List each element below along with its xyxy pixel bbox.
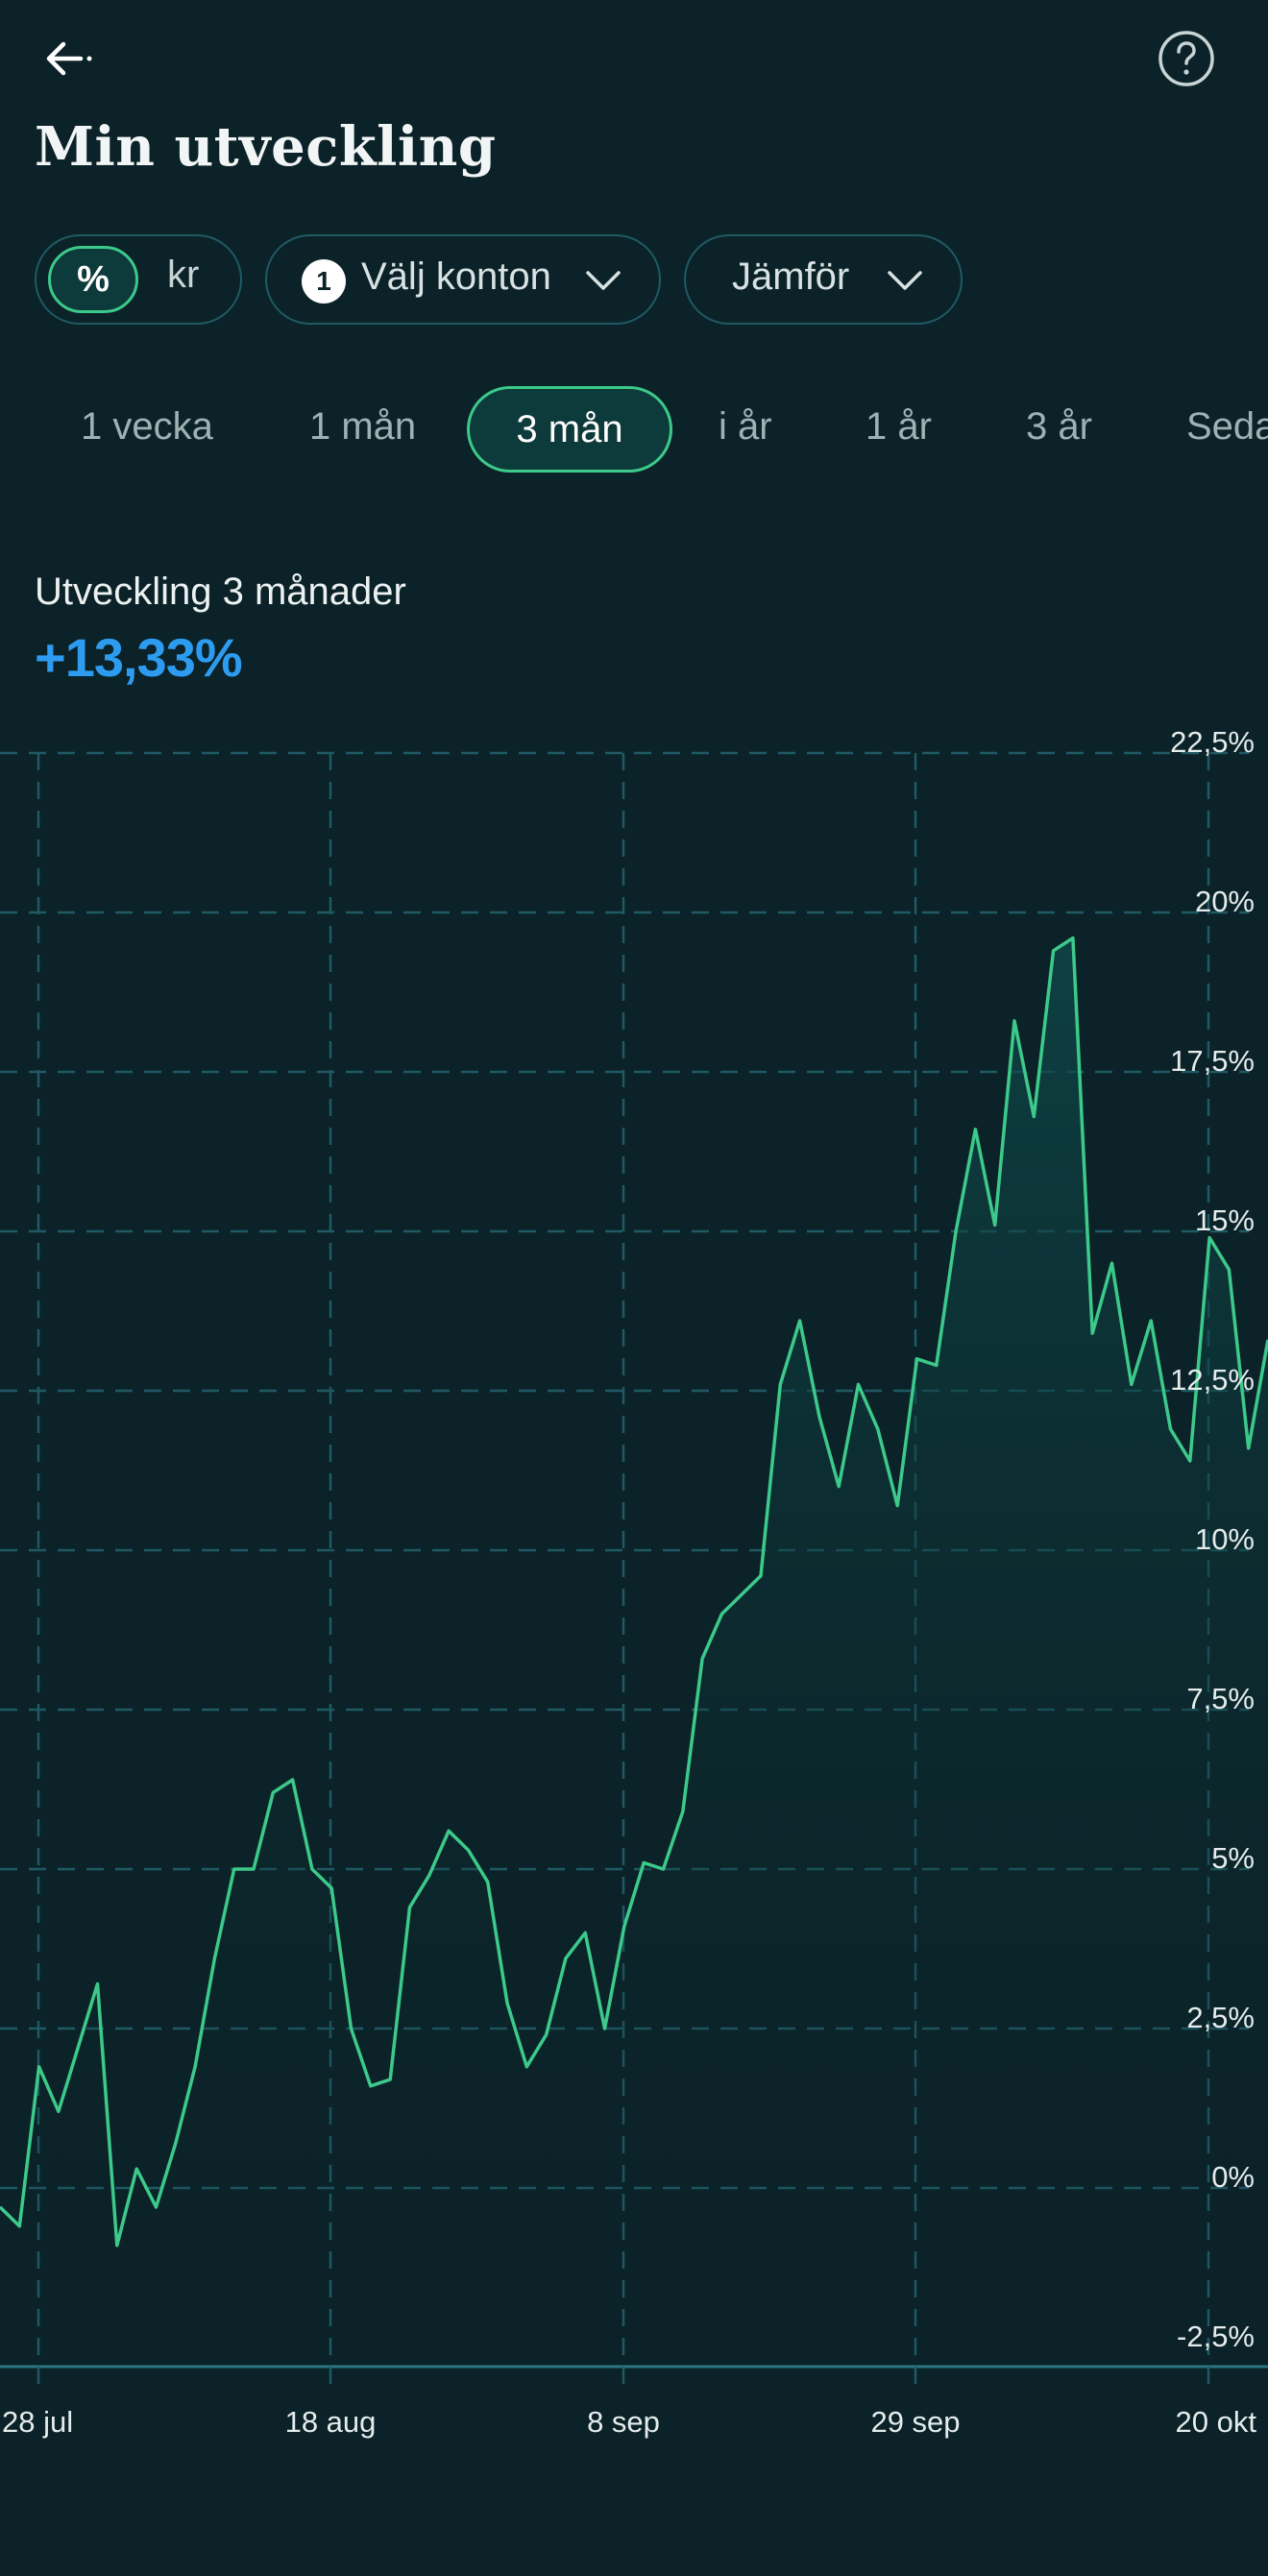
x-tick-label: 29 sep [870, 2405, 960, 2439]
period-tab-3-ar[interactable]: 3 år [1026, 405, 1092, 448]
top-bar [0, 0, 1268, 125]
x-tick-label: 8 sep [587, 2405, 660, 2439]
help-icon [1158, 31, 1214, 86]
period-tab-sedan-start[interactable]: Sedan start [1186, 405, 1268, 448]
y-tick-label: 20% [1195, 885, 1255, 918]
x-tick-label: 20 okt [1176, 2405, 1257, 2439]
select-accounts-label: Välj konton [361, 255, 551, 298]
chevron-down-icon [586, 271, 621, 290]
y-tick-label: 12,5% [1170, 1363, 1255, 1397]
chevron-down-icon [888, 271, 922, 290]
y-tick-label: 10% [1195, 1522, 1255, 1556]
y-tick-label: 2,5% [1186, 2001, 1255, 2034]
unit-toggle[interactable]: % kr [35, 234, 242, 325]
page-title: Min utveckling [35, 115, 497, 179]
unit-percent-option[interactable]: % [48, 246, 138, 313]
y-tick-label: -2,5% [1177, 2320, 1255, 2353]
period-tabs: 1 vecka 1 mån 3 mån i år 1 år 3 år Sedan… [0, 382, 1268, 478]
help-button[interactable] [1157, 29, 1216, 88]
performance-value: +13,33% [35, 627, 243, 688]
y-tick-label: 5% [1211, 1841, 1255, 1875]
y-tick-label: 0% [1211, 2160, 1255, 2194]
x-tick-label: 18 aug [285, 2405, 377, 2439]
unit-kr-option[interactable]: kr [167, 254, 200, 296]
series-line [0, 936, 1268, 2248]
compare-label: Jämför [732, 255, 850, 298]
y-tick-label: 17,5% [1170, 1044, 1255, 1078]
performance-chart[interactable]: 22,5% 20% 17,5% 15% 12,5% 10% 7,5% 5% 2,5% 0% -2,5… [0, 711, 1268, 2478]
x-tick-label: 28 jul [2, 2405, 73, 2439]
period-tab-1-man[interactable]: 1 mån [309, 405, 417, 448]
y-tick-label: 7,5% [1186, 1682, 1255, 1715]
period-tab-3-man[interactable]: 3 mån [467, 386, 672, 473]
compare-button[interactable]: Jämför [684, 234, 963, 325]
series-area [0, 937, 1268, 2367]
y-tick-label: 22,5% [1170, 725, 1255, 759]
performance-label: Utveckling 3 månader [35, 571, 406, 613]
accounts-count-badge: 1 [302, 259, 346, 304]
period-tab-1-ar[interactable]: 1 år [866, 405, 932, 448]
back-arrow-icon [46, 41, 92, 76]
back-button[interactable] [35, 25, 111, 92]
period-tab-1-vecka[interactable]: 1 vecka [81, 405, 213, 448]
y-tick-label: 15% [1195, 1203, 1255, 1237]
select-accounts-button[interactable]: 1 Välj konton [265, 234, 661, 325]
period-tab-i-ar[interactable]: i år [719, 405, 772, 448]
